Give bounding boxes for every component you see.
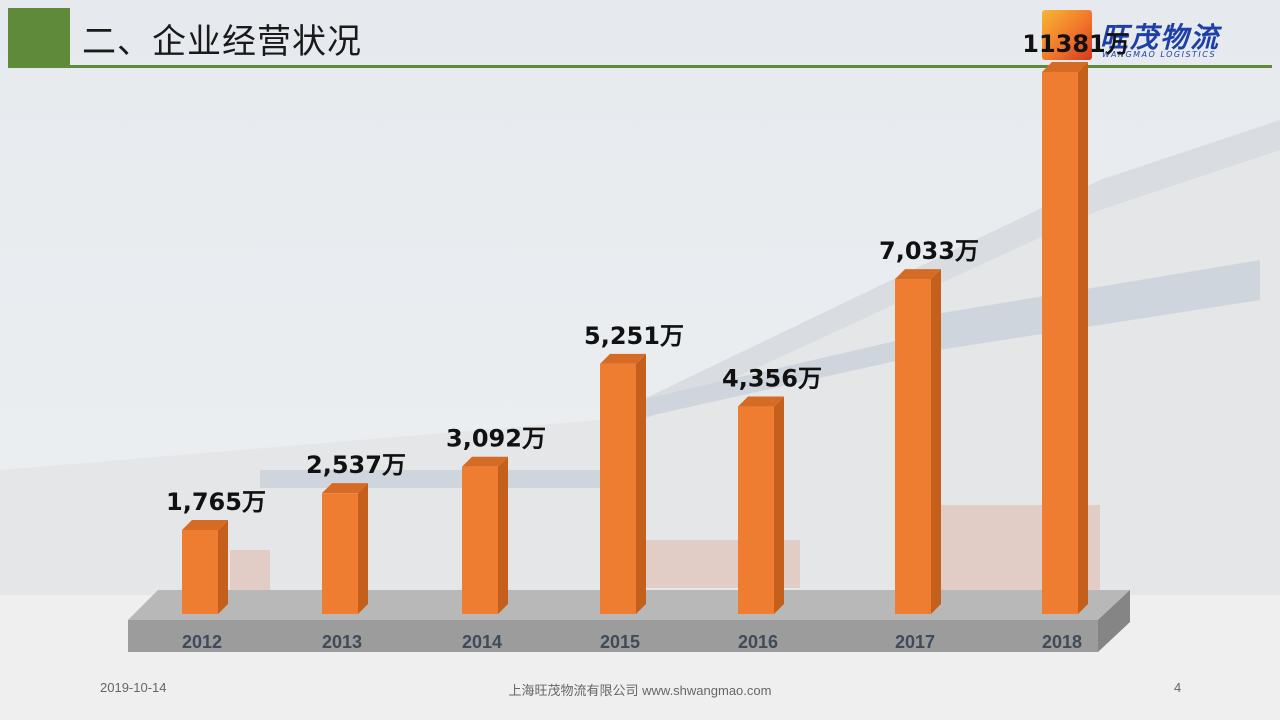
bar-front — [462, 466, 498, 614]
bar-2012 — [182, 519, 228, 614]
logo-subtitle: WANGMAO LOGISTICS — [1102, 50, 1217, 59]
page-number: 4 — [1174, 680, 1182, 695]
title-accent-block — [8, 8, 70, 66]
bar-front — [895, 279, 931, 614]
footer-company: 上海旺茂物流有限公司 www.shwangmao.com — [508, 683, 772, 698]
bar-side — [218, 519, 228, 614]
logo-name: 旺茂物流 — [1100, 21, 1221, 54]
x-tick-2018: 2018 — [1042, 632, 1082, 652]
bar-top — [1042, 62, 1088, 72]
bar-top — [738, 396, 784, 407]
bar-front — [322, 493, 358, 614]
data-label-2016: 4,356万 — [722, 365, 822, 393]
data-label-2014: 3,092万 — [446, 425, 546, 453]
x-tick-2016: 2016 — [738, 632, 778, 652]
data-label-2013: 2,537万 — [306, 451, 406, 479]
bar-side — [931, 269, 941, 614]
bar-top — [322, 483, 368, 494]
bar-front — [1042, 72, 1078, 614]
bar-2017 — [895, 269, 941, 614]
bar-top — [462, 456, 508, 467]
bar-front — [182, 529, 218, 614]
bar-top — [895, 269, 941, 280]
bar-front — [600, 363, 636, 614]
x-tick-2012: 2012 — [182, 632, 222, 652]
data-label-2017: 7,033万 — [879, 237, 979, 265]
bar-2014 — [462, 456, 508, 614]
x-tick-2014: 2014 — [462, 632, 502, 652]
data-label-2012: 1,765万 — [166, 488, 266, 516]
bar-2013 — [322, 483, 368, 614]
x-tick-2015: 2015 — [600, 632, 640, 652]
chart-floor-side — [1098, 590, 1130, 652]
title-underline — [8, 65, 1272, 68]
bar-top — [600, 353, 646, 364]
chart-floor-front — [128, 620, 1098, 652]
bar-side — [636, 353, 646, 614]
bar-2015 — [600, 353, 646, 614]
logo-mark-icon — [1042, 10, 1092, 60]
footer-date: 2019-10-14 — [100, 680, 167, 695]
data-label-2015: 5,251万 — [584, 322, 684, 350]
bar-side — [1078, 62, 1088, 614]
data-label-2018: 11381万 — [1022, 30, 1130, 58]
bar-top — [182, 519, 228, 530]
x-tick-2013: 2013 — [322, 632, 362, 652]
bar-side — [498, 456, 508, 614]
page-title: 二、企业经营状况 — [82, 22, 362, 62]
bar-front — [738, 406, 774, 614]
bar-side — [358, 483, 368, 614]
bar-side — [774, 396, 784, 614]
bar-2016 — [738, 396, 784, 614]
bar-2018 — [1042, 62, 1088, 614]
company-logo: 旺茂物流 WANGMAO LOGISTICS — [1042, 6, 1242, 64]
x-tick-2017: 2017 — [895, 632, 935, 652]
